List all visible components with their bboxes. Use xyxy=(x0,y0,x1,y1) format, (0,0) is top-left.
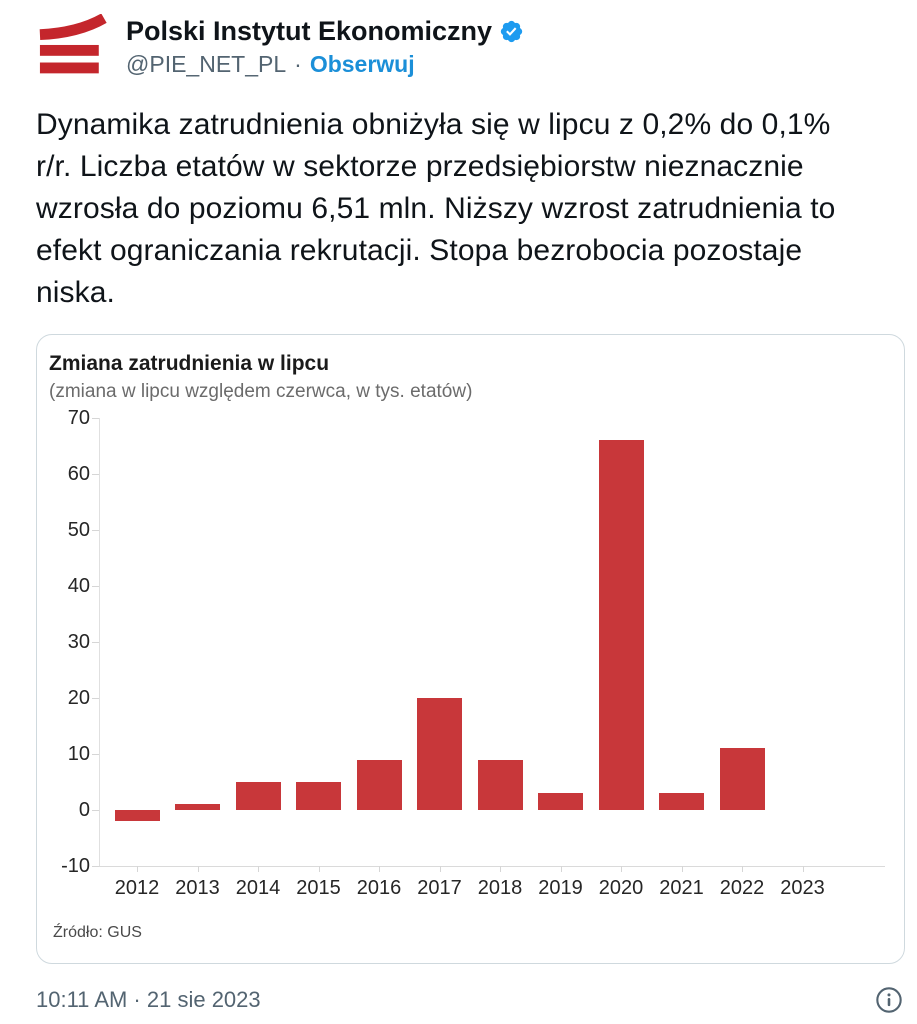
x-tick-label-2016: 2016 xyxy=(356,877,402,899)
x-tick-2018 xyxy=(500,866,501,872)
chart-card[interactable]: Zmiana zatrudnienia w lipcu (zmiana w li… xyxy=(36,334,905,964)
x-tick-label-2021: 2021 xyxy=(659,877,704,899)
y-tick xyxy=(92,698,99,699)
bar-2014 xyxy=(235,782,281,810)
x-tick-label-2015: 2015 xyxy=(296,877,341,899)
x-tick-label-2019: 2019 xyxy=(538,877,583,899)
x-tick-label-2023: 2023 xyxy=(780,877,825,899)
verified-badge-icon xyxy=(499,19,524,44)
y-tick-label-0: 0 xyxy=(78,799,90,821)
y-tick xyxy=(92,530,99,531)
x-tick-2015 xyxy=(318,866,320,872)
y-tick-label-70: 70 xyxy=(67,407,90,429)
y-axis-line xyxy=(99,418,100,866)
x-tick-label-2012: 2012 xyxy=(114,877,160,899)
x-tick-2017 xyxy=(439,866,441,872)
y-tick xyxy=(92,474,99,475)
chart-title: Zmiana zatrudnienia w lipcu xyxy=(49,352,330,375)
chart-subtitle: (zmiana w lipcu względem czerwca, w tys.… xyxy=(49,381,473,402)
y-tick xyxy=(92,642,99,643)
y-tick-label-30: 30 xyxy=(67,631,90,653)
y-tick xyxy=(92,586,99,587)
bar-2013 xyxy=(175,804,220,810)
y-tick-label-20: 20 xyxy=(67,687,90,709)
bar-2021 xyxy=(659,793,704,810)
y-tick xyxy=(92,866,99,867)
y-tick xyxy=(92,418,99,419)
bar-2020 xyxy=(598,440,644,810)
y-tick-label--10: -10 xyxy=(61,855,90,877)
x-tick-2021 xyxy=(681,866,683,872)
user-handle[interactable]: @PIE_NET_PL xyxy=(126,51,287,77)
bar-2015 xyxy=(296,782,341,810)
tweet-text: Dynamika zatrudnienia obniżyła się w lip… xyxy=(36,108,836,309)
bar-2016 xyxy=(356,759,402,810)
handle-row: @PIE_NET_PL · Obserwuj xyxy=(126,51,524,77)
pie-logo-icon[interactable] xyxy=(36,13,112,78)
x-tick-label-2018: 2018 xyxy=(477,877,523,899)
bar-2012 xyxy=(114,810,160,822)
x-axis-line xyxy=(99,866,885,867)
tweet-header: Polski Instytut Ekonomiczny @PIE_NET_PL … xyxy=(36,13,905,78)
info-circle-icon[interactable] xyxy=(875,986,903,1014)
x-tick-2020 xyxy=(621,866,622,872)
x-tick-label-2022: 2022 xyxy=(719,877,765,899)
bar-2017 xyxy=(417,698,462,810)
y-tick-label-50: 50 xyxy=(67,519,90,541)
y-tick-label-40: 40 xyxy=(67,575,90,597)
x-tick-label-2017: 2017 xyxy=(417,877,462,899)
x-tick-label-2014: 2014 xyxy=(235,877,281,899)
x-tick-2022 xyxy=(742,866,743,872)
follow-link[interactable]: Obserwuj xyxy=(309,51,415,77)
y-tick xyxy=(92,810,99,811)
dot-separator: · xyxy=(294,51,302,77)
x-tick-2014 xyxy=(258,866,259,872)
identity-block: Polski Instytut Ekonomiczny @PIE_NET_PL … xyxy=(126,14,524,77)
x-tick-2019 xyxy=(560,866,562,872)
x-tick-2016 xyxy=(379,866,380,872)
bar-2018 xyxy=(477,759,523,810)
x-tick-2023 xyxy=(802,866,804,872)
x-tick-2012 xyxy=(137,866,138,872)
timestamp[interactable]: 10:11 AM · 21 sie 2023 xyxy=(36,987,261,1012)
plot-area: -10 0 10 20 30 40 50 60 70 2012 2013 2014 2015 2016 20… xyxy=(49,407,894,910)
name-row: Polski Instytut Ekonomiczny xyxy=(126,16,524,46)
chart-source: Źródło: GUS xyxy=(53,924,142,941)
x-tick-label-2020: 2020 xyxy=(598,877,644,899)
x-tick-2013 xyxy=(197,866,199,872)
y-tick-label-60: 60 xyxy=(67,463,90,485)
bar-2019 xyxy=(538,793,583,810)
x-tick-label-2013: 2013 xyxy=(175,877,220,899)
y-tick-label-10: 10 xyxy=(67,743,90,765)
bar-2022 xyxy=(719,748,765,810)
tweet-footer: 10:11 AM · 21 sie 2023 xyxy=(36,986,905,1014)
display-name[interactable]: Polski Instytut Ekonomiczny xyxy=(126,16,493,46)
y-tick xyxy=(92,754,99,755)
